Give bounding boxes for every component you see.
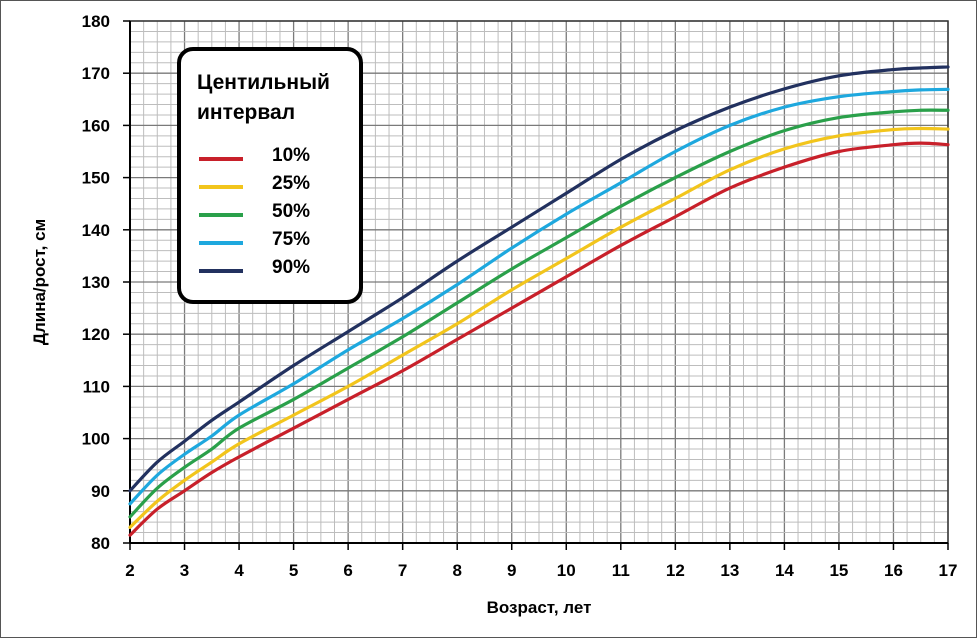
legend-label-5: 90% <box>272 257 310 278</box>
y-tick-label: 80 <box>91 534 110 553</box>
legend: Центильный интервал 10% 25% 50% 75% 90% <box>177 47 363 304</box>
x-tick-label: 12 <box>666 561 685 580</box>
y-tick-label: 130 <box>82 273 110 292</box>
x-tick-label: 10 <box>557 561 576 580</box>
y-tick-label: 180 <box>82 12 110 31</box>
y-tick-label: 150 <box>82 169 110 188</box>
x-tick-label: 13 <box>720 561 739 580</box>
y-tick-label: 120 <box>82 325 110 344</box>
y-tick-label: 90 <box>91 482 110 501</box>
x-axis-title: Возраст, лет <box>487 598 592 617</box>
legend-box <box>177 47 363 304</box>
x-tick-label: 16 <box>884 561 903 580</box>
tick-labels: 2 3 4 5 6 7 8 9 10 11 12 13 14 15 16 17 80 90 100 110 120 130… <box>82 12 958 580</box>
y-tick-label: 160 <box>82 116 110 135</box>
axes <box>123 20 949 550</box>
series-line-4 <box>128 87 950 506</box>
y-tick-label: 110 <box>83 377 110 396</box>
series-line-1 <box>128 141 950 537</box>
series-line-3 <box>128 108 950 519</box>
x-tick-label: 6 <box>343 561 352 580</box>
x-tick-label: 17 <box>939 561 958 580</box>
y-tick-label: 170 <box>82 64 110 83</box>
x-tick-label: 2 <box>125 561 134 580</box>
legend-title-line-1: Центильный <box>197 71 330 94</box>
x-tick-label: 5 <box>289 561 298 580</box>
x-tick-label: 15 <box>829 561 848 580</box>
x-tick-label: 11 <box>612 561 630 580</box>
legend-title-line-2: интервал <box>197 101 295 124</box>
x-tick-label: 14 <box>775 561 794 580</box>
legend-label-2: 25% <box>272 173 310 194</box>
y-tick-label: 100 <box>82 430 110 449</box>
x-tick-label: 9 <box>507 561 516 580</box>
x-tick-label: 7 <box>398 561 407 580</box>
legend-items: 10% 25% 50% 75% 90% <box>199 145 310 278</box>
x-tick-label: 3 <box>180 561 189 580</box>
y-tick-label: 140 <box>82 221 110 240</box>
y-axis-title: Длина/рост, см <box>30 219 49 345</box>
series <box>128 65 950 537</box>
series-line-2 <box>128 126 950 529</box>
legend-label-3: 50% <box>272 201 310 222</box>
x-tick-label: 4 <box>234 561 244 580</box>
legend-label-1: 10% <box>272 145 310 166</box>
series-line-5 <box>128 65 950 493</box>
x-tick-label: 8 <box>452 561 461 580</box>
legend-label-4: 75% <box>272 229 310 250</box>
